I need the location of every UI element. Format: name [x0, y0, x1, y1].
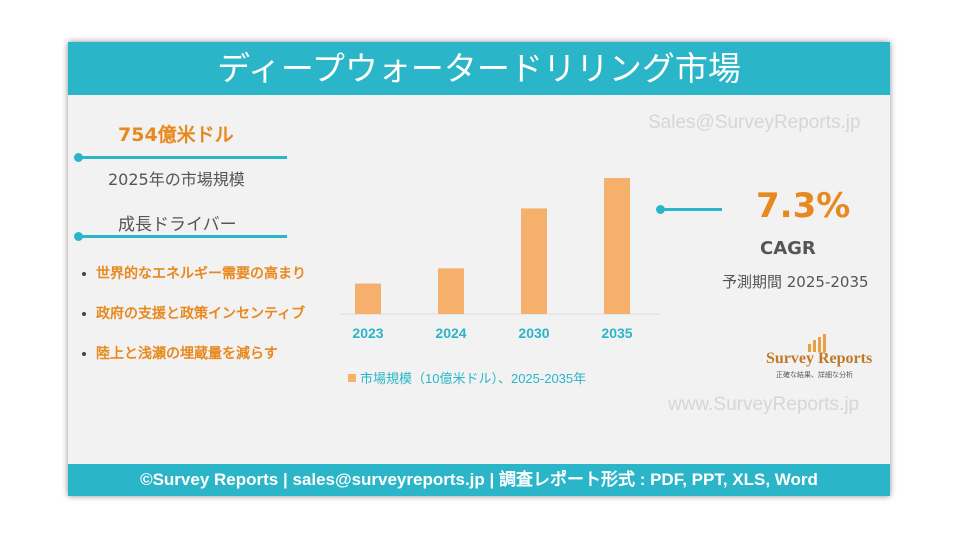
card [68, 42, 890, 496]
x-tick-label: 2024 [435, 325, 466, 341]
connector-dot [656, 205, 665, 214]
drivers-title: 成長ドライバー [118, 215, 237, 235]
bar [604, 178, 630, 314]
x-tick-label: 2023 [352, 325, 383, 341]
driver-item: 政府の支援と政策インセンティブ [96, 306, 306, 322]
logo-icon [808, 334, 826, 352]
cagr-value: 7.3% [756, 186, 851, 226]
x-tick-label: 2030 [518, 325, 549, 341]
legend-label: 市場規模（10億米ドル）、2025-2035年 [360, 371, 586, 386]
driver-item: 陸上と浅瀬の埋蔵量を減らす [96, 346, 278, 362]
logo-name: Survey Reports [766, 350, 873, 367]
bullet [82, 312, 86, 316]
cagr-label: CAGR [760, 238, 816, 259]
bar [521, 208, 547, 314]
bullet [82, 352, 86, 356]
connector-line [80, 156, 287, 159]
x-tick-label: 2035 [601, 325, 632, 341]
bullet [82, 272, 86, 276]
cagr-period: 予測期間 2025-2035 [722, 273, 869, 291]
bar [355, 283, 381, 314]
connector-line [662, 208, 722, 211]
header-title: ディープウォータードリリング市場 [68, 42, 890, 95]
logo-tagline: 正確な結果、詳細な分析 [776, 371, 853, 379]
market-size-value: 754億米ドル [118, 124, 234, 146]
connector-line [80, 235, 287, 238]
connector-dot [74, 232, 83, 241]
footer-text: ©Survey Reports | sales@surveyreports.jp… [68, 464, 890, 496]
bar [438, 268, 464, 314]
watermark-url: www.SurveyReports.jp [668, 394, 860, 415]
connector-dot [74, 153, 83, 162]
watermark-email: Sales@SurveyReports.jp [648, 112, 861, 133]
chart: 2023 2024 2030 2035 市場規模（10億米ドル）、2025-2035年 [340, 178, 660, 386]
legend-swatch [348, 374, 356, 382]
driver-item: 世界的なエネルギー需要の高まり [96, 266, 306, 282]
market-size-label: 2025年の市場規模 [108, 170, 245, 189]
